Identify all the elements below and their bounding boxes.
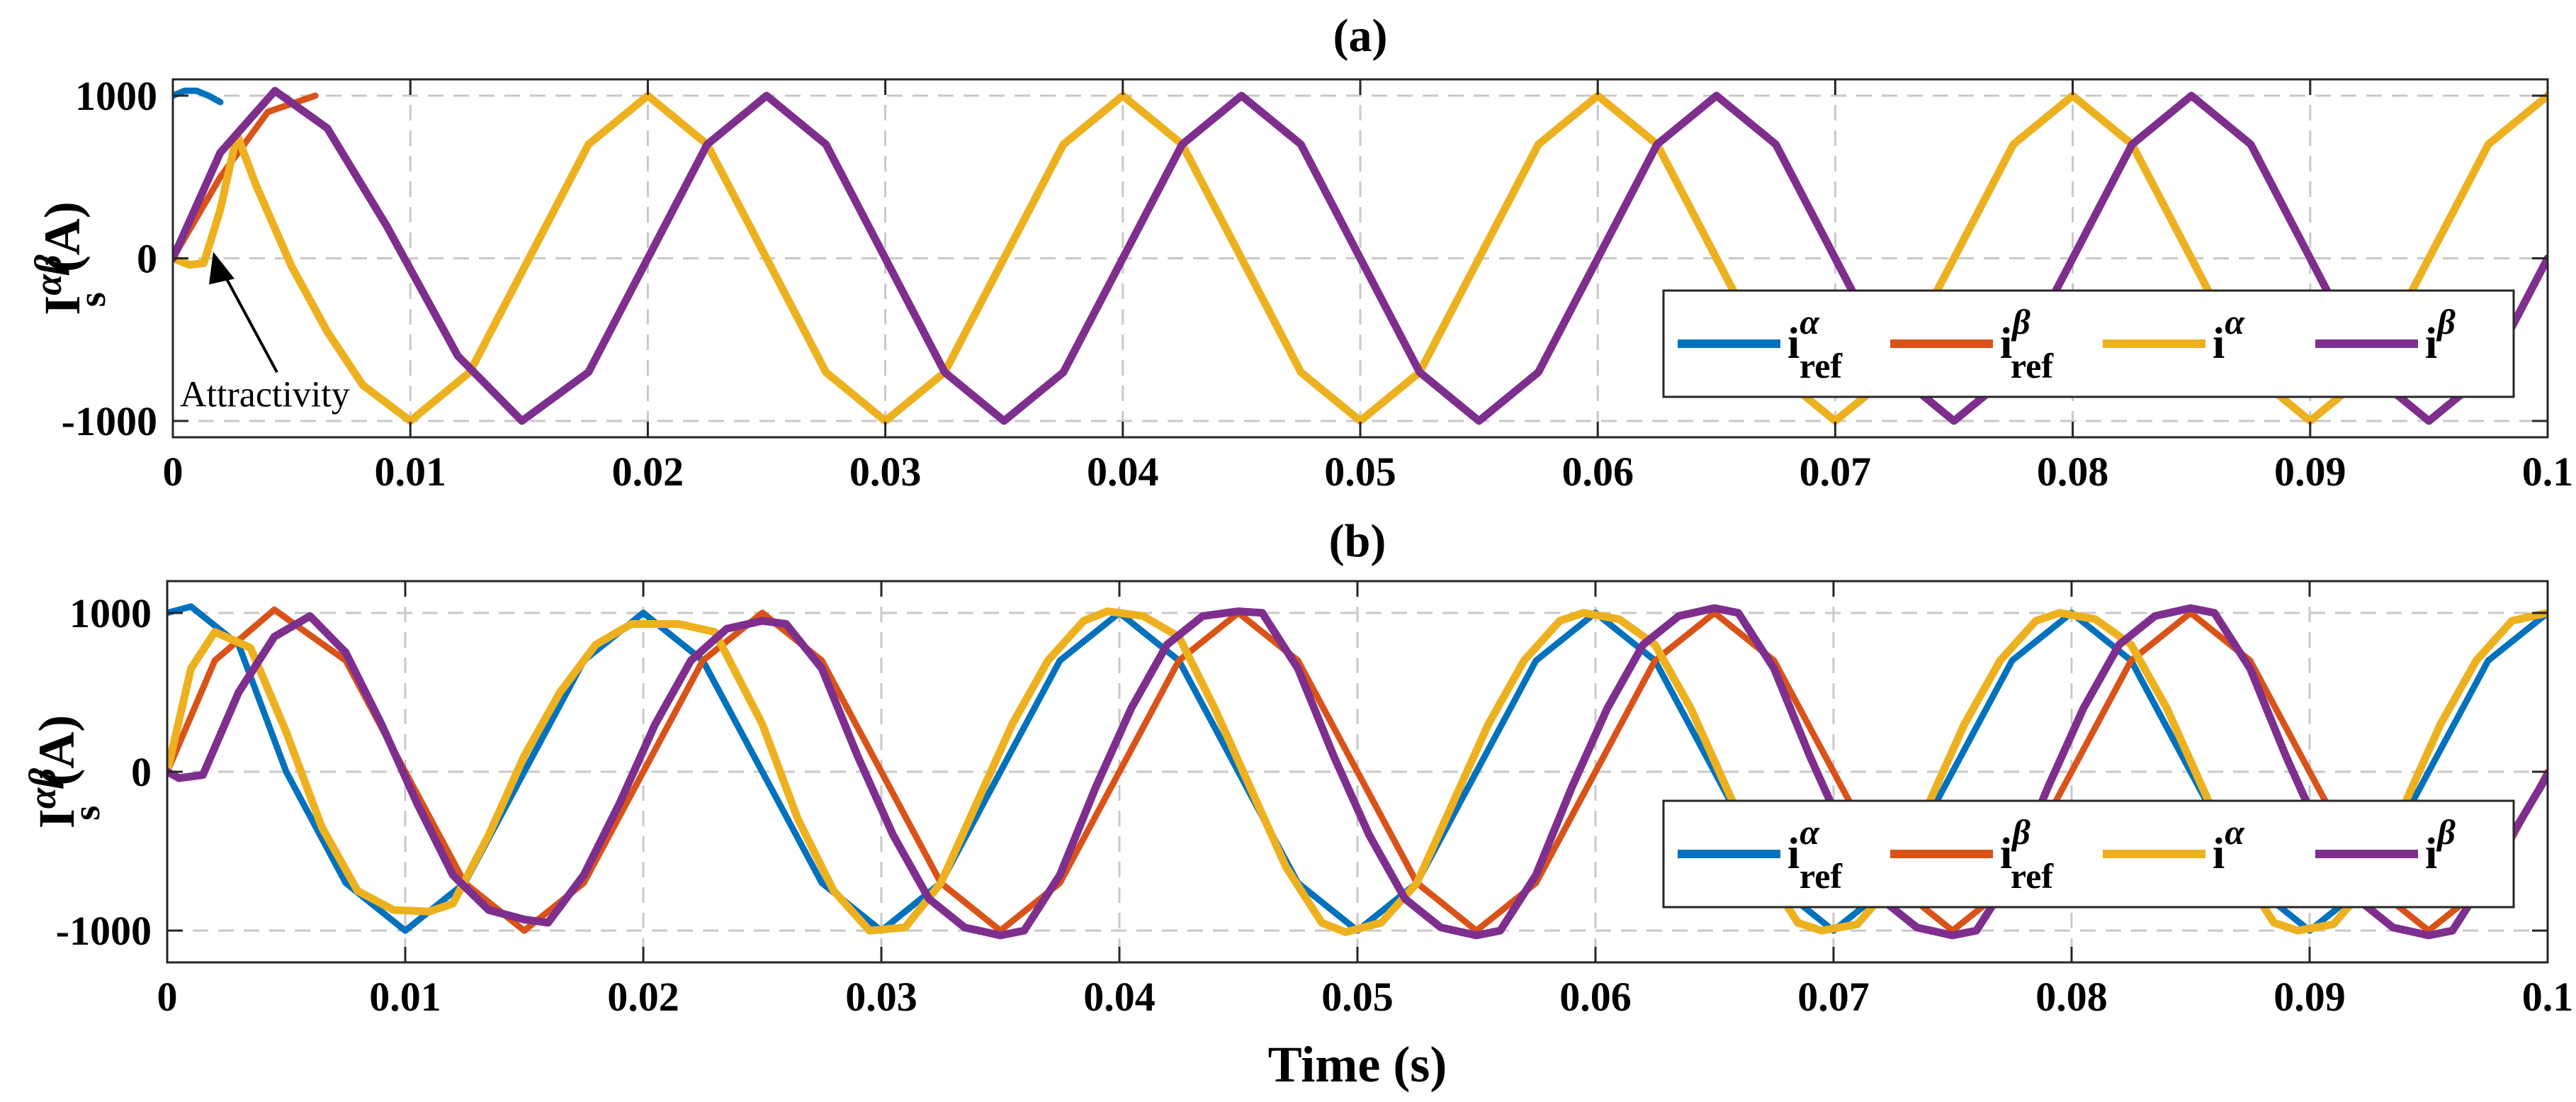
- legend-sup: α: [1800, 812, 1820, 852]
- series-line-i-alpha: [173, 91, 2548, 425]
- series-group: [173, 86, 2548, 425]
- legend-sub: ref: [1800, 856, 1843, 896]
- y-label-unit: (A): [34, 201, 91, 272]
- legend-item-i-alpha: iα: [2103, 812, 2245, 878]
- y-label-sup: αβ: [21, 768, 64, 809]
- y-label-main: I: [28, 809, 85, 828]
- x-tick-label: 0.07: [1797, 974, 1870, 1020]
- series-line-i-beta: [173, 86, 2548, 425]
- series-line-i-ref-alpha: [173, 87, 224, 106]
- legend-sup: β: [2436, 302, 2456, 342]
- x-tick-label: 0.07: [1800, 449, 1872, 495]
- legend-item-i-alpha: iα: [2103, 302, 2245, 368]
- x-tick-label: 0.06: [1561, 449, 1634, 495]
- y-tick-label: 1000: [75, 73, 157, 119]
- panel-b: 0 0.01 0.02 0.03 0.04 0.05 0.06 0.07 0.08 0.09 0.1…: [21, 515, 2573, 1093]
- legend-label: iβ: [2425, 302, 2456, 368]
- y-label-main: I: [34, 296, 91, 315]
- legend-main: i: [2000, 320, 2012, 368]
- x-tick-label: 0.08: [2037, 449, 2109, 495]
- legend-label: iβ: [2425, 812, 2456, 878]
- legend-label: iα ref: [1787, 812, 1843, 896]
- legend: iα ref iβ ref iα iβ: [1662, 799, 2515, 909]
- panel-title: (b): [1329, 515, 1386, 567]
- y-label-unit: (A): [28, 715, 85, 786]
- x-tick-label: 0.04: [1087, 449, 1159, 495]
- panel-title: (a): [1333, 10, 1388, 62]
- legend-main: i: [1787, 830, 1800, 878]
- legend-sub: ref: [1800, 346, 1843, 386]
- legend-label: iα ref: [1787, 302, 1843, 386]
- y-tick-label: 1000: [69, 590, 152, 636]
- x-tick-label: 0.09: [2273, 974, 2346, 1020]
- x-axis-label: Time (s): [1268, 1036, 1447, 1093]
- legend-main: i: [1787, 320, 1800, 368]
- x-tick-label: 0.09: [2274, 449, 2346, 495]
- y-tick-label: -1000: [62, 398, 157, 444]
- legend-main: i: [2213, 320, 2225, 368]
- legend: iα ref iβ ref iα iβ: [1662, 289, 2515, 398]
- y-label-sub: s: [71, 292, 113, 307]
- ticks: [171, 79, 2549, 437]
- x-tick-label: 0.05: [1321, 974, 1394, 1020]
- legend-sup: α: [2225, 302, 2245, 342]
- y-tick-label: 0: [137, 236, 157, 282]
- legend-item-i-ref-alpha: iα ref: [1678, 812, 1843, 896]
- legend-main: i: [2425, 320, 2437, 368]
- annotation-text: Attractivity: [180, 374, 350, 415]
- y-axis-label: Iαβs (A): [27, 201, 113, 315]
- legend-item-i-ref-alpha: iα ref: [1678, 302, 1843, 386]
- x-tick-label: 0.02: [607, 974, 679, 1020]
- legend-item-i-beta: iβ: [2315, 302, 2456, 368]
- x-tick-label: 0.04: [1083, 974, 1156, 1020]
- legend-label: iα: [2213, 812, 2245, 878]
- x-tick-label: 0: [157, 974, 178, 1020]
- y-label-sup: αβ: [27, 254, 69, 296]
- legend-main: i: [2425, 830, 2437, 878]
- legend-label: iβ ref: [2000, 302, 2054, 386]
- x-tick-label: 0.03: [845, 974, 917, 1020]
- annotation-arrow-line: [218, 264, 278, 373]
- legend-main: i: [2000, 830, 2012, 878]
- legend-item-i-beta: iβ: [2315, 812, 2456, 878]
- legend-sup: β: [2436, 812, 2456, 852]
- x-tick-label: 0.01: [374, 449, 446, 495]
- legend-sub: ref: [2011, 346, 2054, 386]
- y-axis-label: Iαβs (A): [21, 715, 108, 829]
- x-tick-label: 0.06: [1559, 974, 1632, 1020]
- panel-a: 0 0.01 0.02 0.03 0.04 0.05 0.06 0.07 0.08 0.09 0.1…: [27, 10, 2573, 495]
- legend-sup: α: [2225, 812, 2245, 852]
- legend-sup: β: [2011, 812, 2030, 852]
- legend-label: iα: [2213, 302, 2245, 368]
- legend-item-i-ref-beta: iβ ref: [1890, 812, 2054, 896]
- legend-sub: ref: [2011, 856, 2054, 896]
- x-tick-label: 0.03: [849, 449, 922, 495]
- x-tick-label: 0.01: [369, 974, 441, 1020]
- x-tick-label: 0.1: [2522, 449, 2574, 495]
- x-tick-label: 0: [163, 449, 183, 495]
- x-tick-label: 0.02: [612, 449, 684, 495]
- legend-sup: α: [1800, 302, 1820, 342]
- series-group: [167, 603, 2548, 940]
- y-label-sub: s: [65, 806, 108, 821]
- series-line-i-beta: [167, 604, 2548, 940]
- x-tick-label: 0.05: [1324, 449, 1396, 495]
- series-line-i-alpha: [167, 607, 2548, 936]
- x-tick-label: 0.1: [2522, 974, 2574, 1020]
- series-line-i-ref-alpha: [167, 603, 2548, 934]
- legend-label: iβ ref: [2000, 812, 2054, 896]
- x-tick-label: 0.08: [2035, 974, 2108, 1020]
- y-tick-label: 0: [131, 749, 152, 795]
- ticks: [166, 581, 2549, 962]
- annotation-arrow-head: [208, 252, 235, 285]
- legend-sup: β: [2011, 302, 2030, 342]
- legend-item-i-ref-beta: iβ ref: [1890, 302, 2054, 386]
- legend-main: i: [2213, 830, 2225, 878]
- y-tick-label: -1000: [56, 908, 152, 954]
